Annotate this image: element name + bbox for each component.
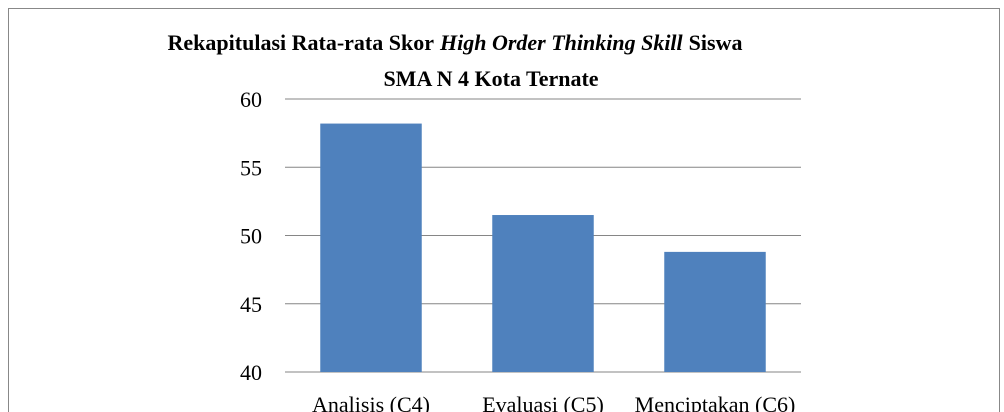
x-tick-label: Menciptakan (C6): [635, 392, 796, 412]
y-tick-label: 40: [240, 360, 262, 385]
y-tick-label: 60: [240, 87, 262, 112]
x-tick-label: Analisis (C4): [312, 392, 430, 412]
x-tick-label: Evaluasi (C5): [482, 392, 604, 412]
chart-title: SMA N 4 Kota Ternate: [383, 66, 598, 91]
title-run: Siswa: [689, 30, 743, 55]
bar: [664, 251, 766, 372]
title-run: Rekapitulasi Rata-rata Skor: [168, 30, 435, 55]
y-tick-label: 55: [240, 155, 262, 180]
bar: [320, 123, 422, 372]
bar: [492, 215, 594, 372]
chart-title: Rekapitulasi Rata-rata Skor High Order Th…: [168, 30, 743, 55]
y-tick-label: 50: [240, 224, 262, 249]
y-tick-label: 45: [240, 292, 262, 317]
title-run: High Order Thinking Skill: [439, 30, 684, 55]
title-run: SMA N 4 Kota Ternate: [383, 66, 598, 91]
